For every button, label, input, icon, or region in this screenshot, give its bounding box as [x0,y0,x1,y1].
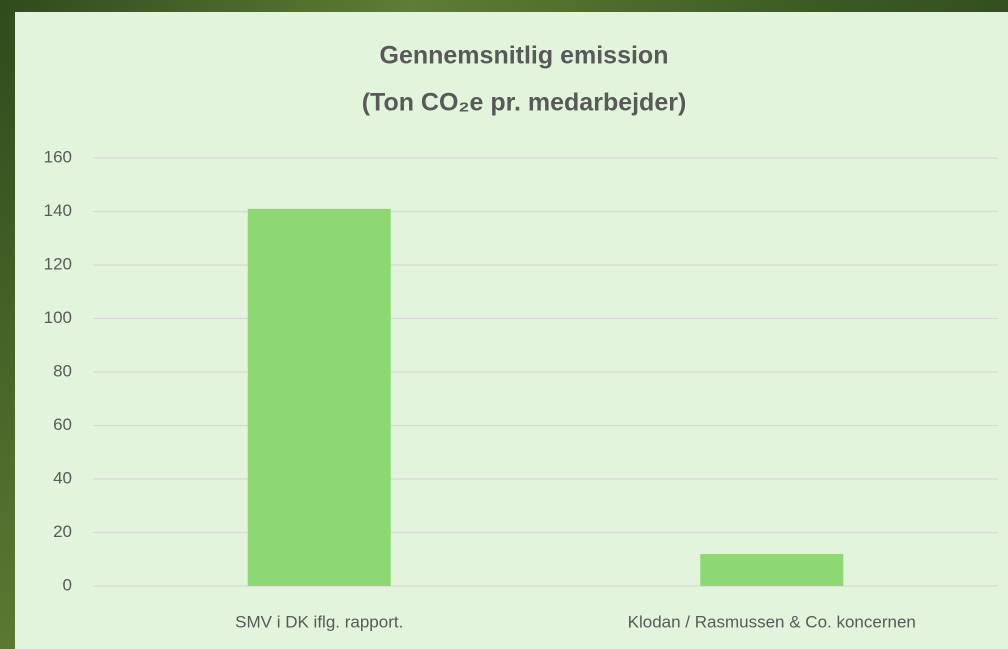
y-tick-label: 60 [53,415,72,434]
y-tick-label: 160 [44,147,72,166]
y-tick-label: 20 [53,522,72,541]
bar [700,554,843,586]
y-tick-label: 40 [53,468,72,487]
chart-subtitle: (Ton CO₂e pr. medarbejder) [362,89,687,117]
page: Gennemsnitlig emission (Ton CO₂e pr. med… [0,0,1008,649]
y-tick-label: 0 [63,575,72,594]
y-tick-label: 140 [44,201,72,220]
y-tick-label: 80 [53,361,72,380]
bar [248,209,391,586]
y-tick-label: 100 [44,308,72,327]
x-tick-label: Klodan / Rasmussen & Co. koncernen [628,612,916,631]
y-tick-label: 120 [44,254,72,273]
x-tick-label: SMV i DK iflg. rapport. [235,612,403,631]
chart-title: Gennemsnitlig emission [380,42,669,70]
chart: Gennemsnitlig emission (Ton CO₂e pr. med… [0,0,1008,649]
